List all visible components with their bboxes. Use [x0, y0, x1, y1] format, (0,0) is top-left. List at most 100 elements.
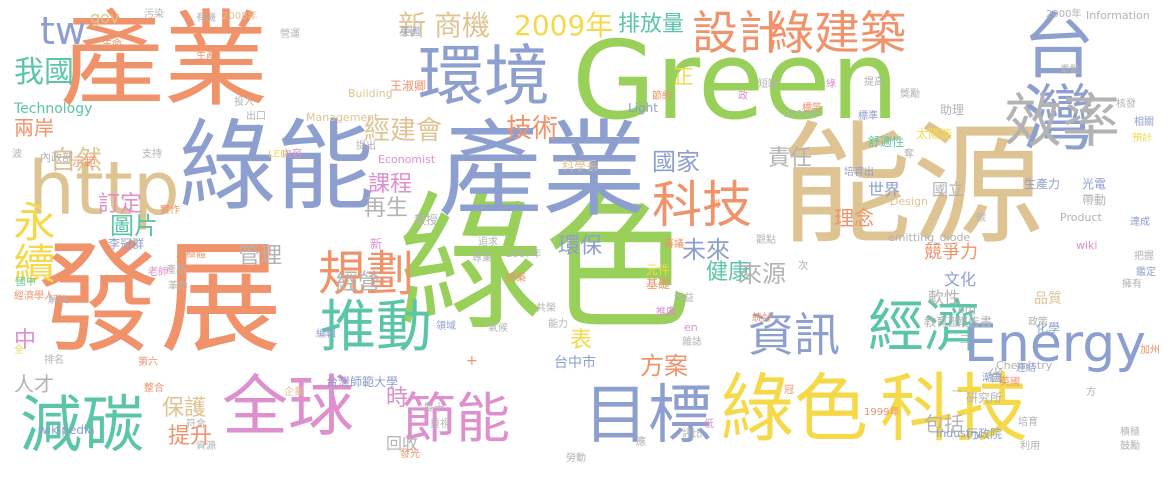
cloud-word: 綠 [826, 79, 836, 90]
cloud-word: 標竿 [802, 103, 822, 114]
cloud-word: 二極體 [176, 249, 206, 260]
cloud-word: 積極 [1120, 427, 1140, 438]
cloud-word: Energy [964, 314, 1147, 374]
cloud-word: 連結 [1016, 363, 1036, 374]
cloud-word: 利用 [1020, 441, 1040, 452]
cloud-word: 回收 [386, 434, 419, 453]
cloud-word: 2008年 [222, 11, 258, 22]
cloud-word: 支持 [142, 149, 162, 160]
cloud-word: 把握 [1134, 251, 1154, 262]
cloud-word: 冠 [784, 385, 794, 396]
cloud-word: gov [90, 8, 120, 27]
cloud-word: 節約 [652, 91, 672, 102]
cloud-word: 審議 [664, 239, 684, 250]
cloud-word: 獎勵 [900, 89, 920, 100]
cloud-word: 節能 [402, 387, 510, 450]
cloud-word: 污染 [144, 9, 164, 20]
cloud-word: 統計 [752, 313, 772, 324]
cloud-word: 氣候 [488, 323, 508, 334]
cloud-word: 短缺 [758, 79, 778, 90]
cloud-word: 時 [386, 386, 409, 411]
cloud-word: 兩岸 [14, 116, 54, 140]
cloud-word: Design [890, 195, 928, 208]
cloud-word: 人才 [14, 372, 54, 396]
cloud-word: 發展 [38, 228, 282, 370]
cloud-word: Information [1086, 9, 1150, 22]
cloud-word: 包括 [924, 412, 964, 436]
cloud-word: 企業 [284, 387, 304, 398]
cloud-word: 產品 [166, 265, 186, 276]
cloud-word: 利益 [674, 293, 694, 304]
cloud-word: 表 [570, 328, 593, 353]
cloud-word: 生產力 [1024, 177, 1061, 191]
cloud-word: 世界 [868, 180, 901, 199]
cloud-word: 碳 [976, 213, 986, 224]
cloud-word: 管理 [238, 244, 283, 269]
cloud-word: 新 [370, 237, 383, 251]
cloud-word: 培育出 [844, 167, 874, 178]
cloud-word: 理念 [834, 206, 874, 230]
cloud-word: 經營 [336, 270, 381, 295]
cloud-word: 方案 [640, 352, 688, 380]
cloud-word: 經濟學人 [14, 291, 54, 302]
cloud-word: 國立 [932, 180, 965, 199]
cloud-word: 全球 [222, 368, 354, 445]
cloud-word: 報告書 [956, 315, 993, 329]
cloud-word: 產業 [438, 109, 647, 231]
cloud-word: 鼓勵 [1120, 441, 1140, 452]
cloud-word: 勞動 [566, 453, 586, 464]
cloud-word: 波 [12, 149, 22, 160]
cloud-word: 化學 [1036, 321, 1061, 335]
cloud-word: 潮流 [982, 373, 1002, 384]
cloud-word: 經建會 [364, 116, 443, 146]
cloud-word: 符合 [186, 419, 206, 430]
cloud-word: 資源 [196, 441, 216, 452]
cloud-word: 低 [704, 419, 714, 430]
cloud-word: 解決 [48, 295, 68, 306]
cloud-word: 標準 [858, 111, 878, 122]
cloud-word: 環保 [558, 234, 603, 259]
cloud-word: 第六 [138, 357, 158, 368]
cloud-word: 永續 [7, 200, 56, 284]
cloud-word: 光電 [1082, 177, 1107, 191]
cloud-word: 提高 [864, 77, 884, 88]
cloud-word: 保護 [162, 396, 207, 421]
cloud-word: 環境 [418, 38, 550, 115]
cloud-word: 雜誌 [682, 337, 702, 348]
cloud-word: 建築 [506, 273, 526, 284]
cloud-word: 教育部 [924, 315, 961, 329]
cloud-word: 舒適性 [868, 135, 905, 149]
cloud-word: 太陽能 [916, 127, 953, 141]
cloud-word: 文化 [944, 270, 977, 289]
cloud-word: 2007年 [506, 249, 542, 260]
cloud-word: 國中 [16, 277, 36, 288]
cloud-word: 健康 [706, 260, 751, 285]
cloud-word: 雙十 [424, 403, 444, 414]
cloud-word: 英國 [1000, 377, 1020, 388]
cloud-word: 效率 [1004, 87, 1121, 155]
cloud-word: 品質 [1034, 291, 1062, 307]
cloud-word: Technology [14, 101, 93, 117]
cloud-word: 三 [960, 335, 970, 346]
cloud-word: 商機 [434, 9, 491, 42]
cloud-word: org [958, 303, 977, 316]
cloud-word: 方 [1086, 387, 1096, 398]
cloud-word: 科學系 [562, 159, 599, 173]
cloud-word: 我國 [14, 55, 74, 90]
cloud-word: 綠色 [720, 366, 868, 452]
cloud-word: 觀點 [756, 235, 776, 246]
cloud-word: 能源 [780, 109, 1044, 263]
cloud-word: Economist [378, 153, 436, 166]
cloud-word: 革命 [168, 281, 188, 292]
cloud-word: 評比 [682, 429, 702, 440]
cloud-word: 省 [988, 366, 1005, 385]
cloud-word: 示範 [72, 155, 97, 169]
cloud-word: 發光 [400, 449, 420, 460]
cloud-word: 1999年 [864, 407, 900, 418]
cloud-word: 創 [710, 199, 720, 210]
cloud-word: 政策 [1028, 317, 1048, 328]
cloud-word: 綠建築 [768, 6, 906, 60]
cloud-word: 相關 [1134, 117, 1154, 128]
cloud-word: 生產 [196, 51, 216, 62]
